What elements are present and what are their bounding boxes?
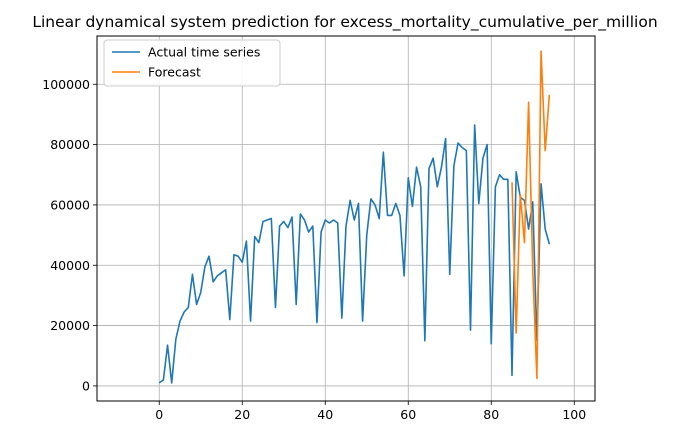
plot-frame	[96, 35, 596, 402]
y-tick-label: 60000	[50, 197, 90, 212]
y-tick-label: 0	[82, 378, 90, 393]
legend: Actual time series Forecast	[103, 39, 281, 87]
y-tick-label: 40000	[50, 258, 90, 273]
x-tick-label: 60	[400, 407, 416, 422]
y-axis: 0 20000 40000 60000 80000 100000	[42, 77, 97, 393]
x-axis: 0 20 40 60 80 100	[155, 401, 586, 422]
series-line-2	[511, 50, 551, 380]
legend-label: Forecast	[148, 65, 201, 80]
x-tick-label: 40	[317, 407, 333, 422]
legend-box	[103, 39, 281, 87]
x-tick-label: 100	[562, 407, 586, 422]
x-tick-label: 80	[483, 407, 499, 422]
y-tick-label: 80000	[50, 137, 90, 152]
chart-title: Linear dynamical system prediction for e…	[32, 13, 657, 32]
x-tick-label: 20	[234, 407, 250, 422]
series-layer	[158, 50, 551, 384]
y-tick-label: 20000	[50, 318, 90, 333]
x-tick-label: 0	[155, 407, 163, 422]
legend-label: Actual time series	[148, 45, 260, 60]
y-tick-label: 100000	[42, 77, 90, 92]
series-line-1	[158, 124, 551, 384]
